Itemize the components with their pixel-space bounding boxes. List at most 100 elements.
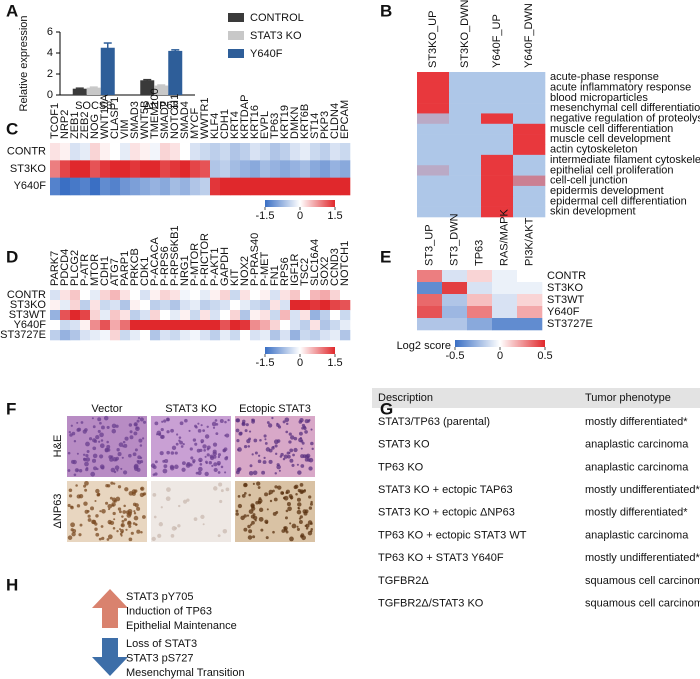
panel-label: D — [6, 247, 18, 266]
table-cell: TP63 KO + STAT3 Y640F — [378, 552, 504, 564]
heatmap-cell — [481, 123, 514, 135]
heatmap-cell — [310, 310, 321, 321]
nucleus — [180, 445, 184, 448]
heatmap-cell — [270, 177, 281, 196]
nucleus — [224, 471, 227, 474]
nucleus — [202, 523, 205, 526]
nucleus — [113, 518, 116, 521]
heatmap-cell — [417, 206, 450, 218]
y-tick-label: 6 — [47, 26, 53, 38]
heatmap-cell — [330, 300, 341, 311]
heatmap-cell — [250, 330, 261, 341]
nucleus — [176, 433, 179, 436]
nucleus — [111, 423, 117, 429]
heatmap-cell — [481, 165, 514, 176]
heatmap-cell — [417, 134, 450, 145]
column-label: KRT4 — [229, 111, 241, 139]
nucleus — [268, 459, 273, 464]
nucleus — [122, 510, 127, 514]
heatmap-cell — [110, 160, 121, 178]
nucleus — [72, 529, 77, 533]
nucleus — [254, 451, 258, 455]
nucleus — [68, 488, 73, 493]
heatmap-cell — [100, 177, 111, 196]
nucleus — [219, 499, 223, 504]
legend-swatch — [228, 49, 244, 58]
heatmap-cell — [481, 154, 514, 166]
heatmap-cell — [230, 143, 241, 161]
column-label: NRP2 — [59, 110, 71, 139]
nucleus — [298, 420, 303, 424]
heatmap-cell — [50, 300, 61, 311]
nucleus — [136, 506, 141, 511]
up-arrow — [92, 589, 128, 628]
nucleus — [206, 445, 211, 450]
nucleus — [139, 456, 143, 460]
nucleus — [170, 466, 175, 471]
legend-swatch — [228, 31, 244, 40]
heatmap-cell — [200, 300, 211, 311]
nucleus — [292, 453, 295, 457]
nucleus — [127, 521, 132, 526]
nucleus — [111, 428, 117, 434]
nucleus — [70, 424, 73, 427]
nucleus — [181, 467, 186, 472]
heatmap-cell — [513, 82, 546, 94]
column-label: WNT10A — [99, 94, 111, 139]
column-label: SMAD3 — [129, 101, 141, 139]
heatmap-cell — [417, 144, 450, 156]
heatmap-cell — [280, 290, 291, 301]
nucleus — [294, 484, 299, 489]
heatmap-cell — [160, 320, 171, 331]
heatmap-cell — [310, 290, 321, 301]
column-label: NRG1 — [179, 255, 191, 286]
nucleus — [276, 464, 281, 470]
table-header: Tumor phenotype — [585, 392, 671, 404]
nucleus — [76, 452, 79, 455]
nucleus — [163, 419, 167, 423]
nucleus — [98, 537, 102, 541]
nucleus — [160, 506, 163, 509]
nucleus — [92, 446, 97, 451]
nucleus — [75, 484, 78, 487]
nucleus — [220, 489, 224, 493]
heatmap-cell — [260, 177, 271, 196]
heatmap-cell — [330, 310, 341, 321]
nucleus — [200, 514, 205, 519]
heatmap-cell — [100, 290, 111, 301]
nucleus — [263, 434, 267, 438]
heatmap-cell — [290, 330, 301, 341]
summary-line: STAT3 pY705 — [126, 591, 193, 603]
table-cell: anaplastic carcinoma — [585, 461, 689, 473]
nucleus — [251, 506, 256, 511]
nucleus — [272, 530, 275, 534]
heatmap-cell — [517, 294, 543, 307]
row-label: acute-phase response — [550, 71, 659, 83]
heatmap-cell — [120, 320, 131, 331]
heatmap-cell — [90, 290, 101, 301]
column-label: P-ACACA — [149, 236, 161, 286]
column-label: EPCAM — [339, 100, 351, 139]
nucleus — [192, 461, 195, 464]
row-label: skin development — [550, 206, 636, 218]
legend-label: CONTROL — [250, 12, 304, 24]
nucleus — [123, 504, 126, 508]
nucleus — [237, 467, 242, 471]
nucleus — [300, 447, 303, 450]
column-label: MTOR — [89, 254, 101, 286]
nucleus — [179, 440, 183, 445]
heatmap-cell — [150, 160, 161, 178]
nucleus — [103, 415, 109, 421]
nucleus — [133, 512, 137, 515]
nucleus — [257, 459, 262, 464]
column-label: KRT6B — [299, 104, 311, 139]
heatmap-cell — [130, 310, 141, 321]
column-label: CCND3 — [329, 248, 341, 286]
nucleus — [142, 515, 146, 519]
heatmap-cell — [442, 318, 468, 331]
row-label: ST3727E — [547, 318, 593, 330]
nucleus — [123, 443, 128, 448]
nucleus — [107, 534, 113, 540]
heatmap-cell — [130, 177, 141, 196]
nucleus — [82, 429, 87, 434]
